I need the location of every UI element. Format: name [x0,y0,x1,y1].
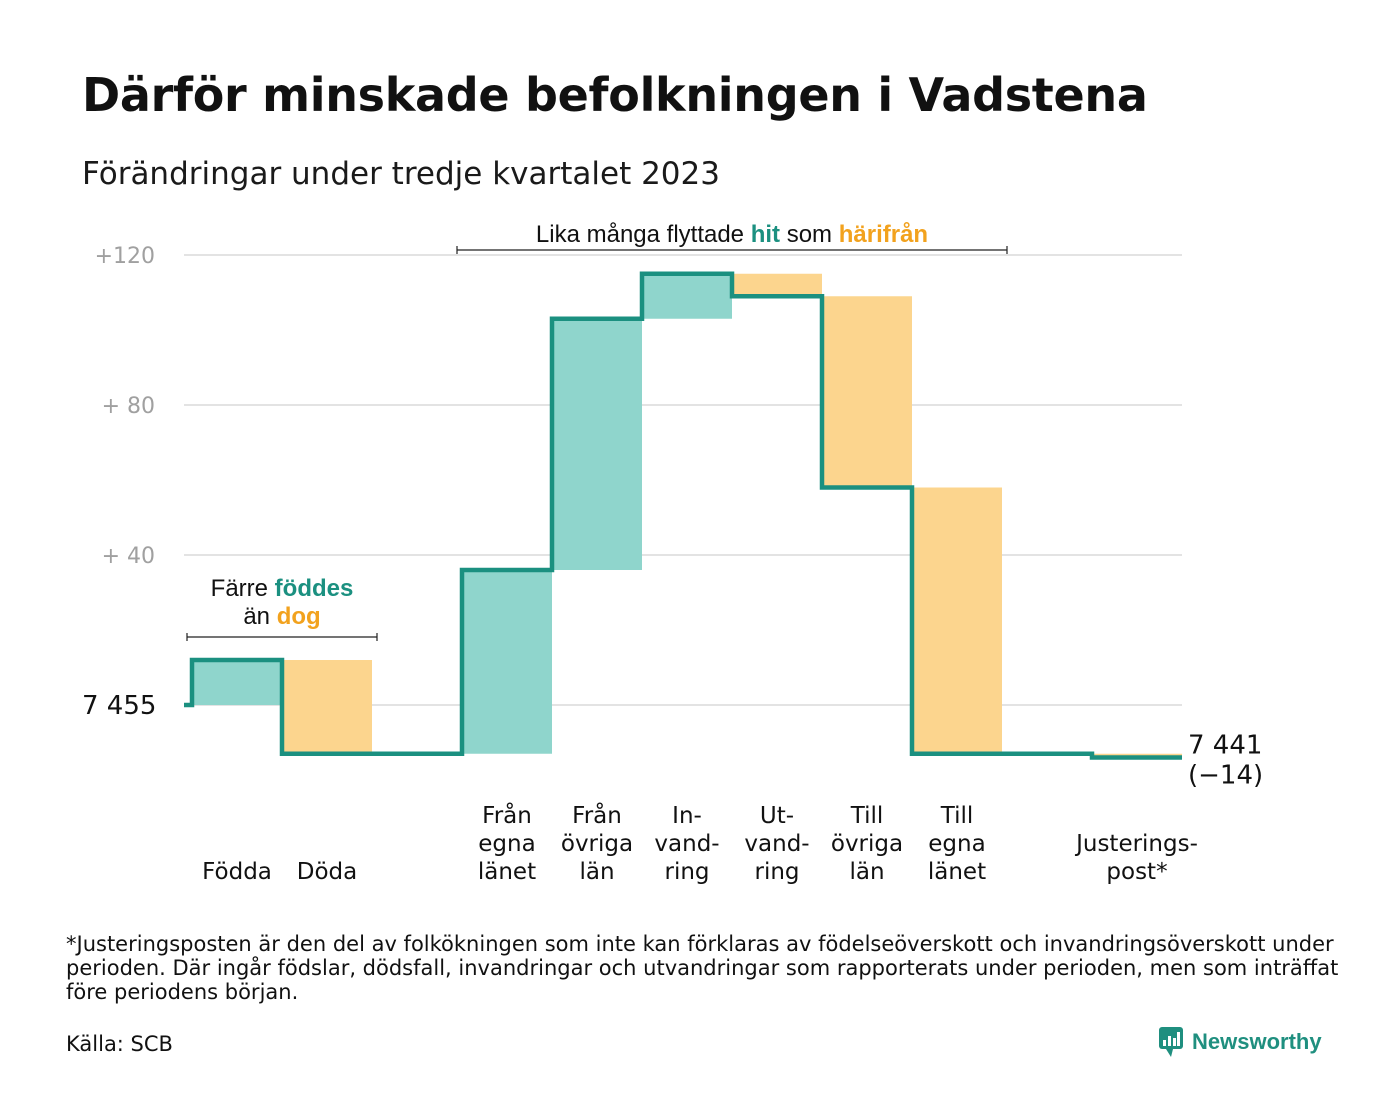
end-value-label: 7 441 [1188,731,1262,761]
newsworthy-logo-text: Newsworthy [1192,1029,1322,1054]
category-label: egna [928,831,985,857]
category-label: egna [478,831,535,857]
footnote: *Justeringsposten är den del av folkökni… [66,932,1339,1004]
annotation-part: dog [277,603,321,630]
annotation-part: än [243,603,276,630]
category-label: län [849,859,884,885]
annotation-text: än dog [243,603,320,630]
annotation-part: Lika många flyttade [536,221,751,248]
category-label: länet [478,859,536,885]
category-label: Födda [202,859,272,885]
annotation-part: som [780,221,839,248]
annotation-text: Färre föddes [211,575,354,602]
waterfall-bar [822,296,912,488]
y-tick-label: + 80 [102,394,155,419]
line-layer [184,271,1182,760]
waterfall-bar [282,660,372,754]
category-label: Döda [297,859,357,885]
category-label: ring [664,859,709,885]
category-label: vand- [744,831,809,857]
annotation-text: Lika många flyttade hit som härifrån [536,221,928,248]
category-label: Från [572,801,622,829]
category-label: vand- [654,831,719,857]
annotation-part: härifrån [839,221,928,248]
annotation-part: hit [751,221,780,248]
start-value-label: 7 455 [82,691,156,721]
y-tick-label: +120 [95,244,155,269]
waterfall-bar [642,273,732,319]
category-label: länet [928,859,986,885]
category-label: Från [482,801,532,829]
annotation-part: Färre [211,575,275,602]
cumulative-line [184,271,1182,760]
category-label: In- [672,803,702,829]
category-label: Justerings- [1074,831,1198,857]
chart-subtitle: Förändringar under tredje kvartalet 2023 [82,156,720,192]
category-label: Ut- [760,803,794,829]
source: Källa: SCB [66,1032,173,1056]
waterfall-bar [732,273,822,297]
category-label: Till [850,803,884,829]
end-change-label: (−14) [1188,761,1263,791]
waterfall-bar [552,318,642,570]
annotation-part: föddes [275,575,354,602]
y-tick-label: + 40 [102,544,155,569]
category-label: post* [1106,859,1167,885]
category-label: län [579,859,614,885]
bar-layer [192,273,1182,758]
category-label: övriga [831,831,903,857]
category-label: ring [754,859,799,885]
category-label: övriga [561,831,633,857]
waterfall-bar [912,487,1002,754]
chart-title: Därför minskade befolkningen i Vadstena [82,68,1148,122]
category-label: Till [940,803,974,829]
newsworthy-logo[interactable]: Newsworthy [1158,1026,1322,1058]
newsworthy-logo-icon [1159,1027,1183,1057]
waterfall-bar [192,660,282,705]
waterfall-bar [462,570,552,754]
